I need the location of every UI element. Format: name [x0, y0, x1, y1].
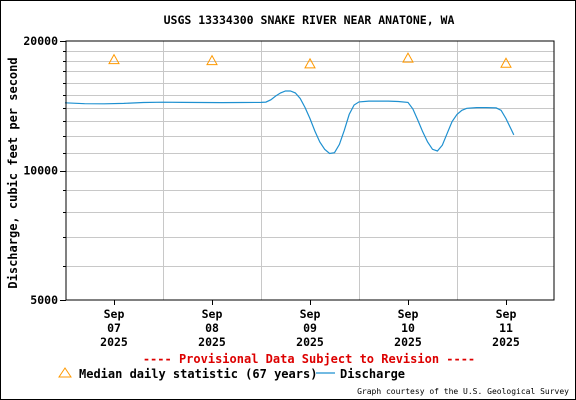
series-layer	[64, 90, 515, 155]
x-tick-label: 2025	[492, 335, 520, 349]
median-layer	[108, 52, 512, 69]
x-tick-label: 09	[303, 321, 317, 335]
legend-median-label: Median daily statistic (67 years)	[79, 367, 317, 381]
x-tick-label: 10	[401, 321, 415, 335]
x-tick-label: Sep	[300, 307, 321, 321]
median-point-marker	[304, 57, 316, 69]
legend-discharge-label: Discharge	[340, 367, 405, 381]
plot-area-border	[65, 40, 555, 301]
y-tick-labels: 5000 10000 20000	[23, 34, 58, 307]
x-tick-label: 2025	[394, 335, 422, 349]
tick-layer	[60, 41, 507, 305]
median-point-marker	[206, 54, 218, 66]
x-tick-label: 2025	[296, 335, 324, 349]
x-tick-label: 07	[107, 321, 121, 335]
x-tick-labels: Sep072025Sep082025Sep092025Sep102025Sep1…	[100, 307, 520, 349]
y-tick-label: 5000	[30, 293, 58, 307]
x-tick-label: 2025	[198, 335, 226, 349]
y-tick-label: 10000	[23, 164, 58, 178]
x-tick-label: 11	[499, 321, 513, 335]
legend: Median daily statistic (67 years) Discha…	[58, 367, 405, 381]
credit-text: Graph courtesy of the U.S. Geological Su…	[357, 387, 569, 396]
chart-title: USGS 13334300 SNAKE RIVER NEAR ANATONE, …	[164, 13, 455, 27]
discharge-series-line	[64, 90, 515, 155]
median-point-marker	[108, 53, 120, 65]
x-tick-label: Sep	[104, 307, 125, 321]
x-tick-label: Sep	[398, 307, 419, 321]
grid-layer	[66, 41, 554, 300]
legend-triangle-icon	[58, 367, 72, 378]
x-tick-label: Sep	[496, 307, 517, 321]
x-tick-label: 08	[205, 321, 219, 335]
x-tick-label: Sep	[202, 307, 223, 321]
x-tick-label: 2025	[100, 335, 128, 349]
y-axis-label: Discharge, cubic feet per second	[6, 57, 20, 288]
median-point-marker	[402, 52, 414, 63]
y-tick-label: 20000	[23, 34, 58, 48]
provisional-note: ---- Provisional Data Subject to Revisio…	[143, 352, 475, 366]
median-point-marker	[500, 57, 512, 68]
